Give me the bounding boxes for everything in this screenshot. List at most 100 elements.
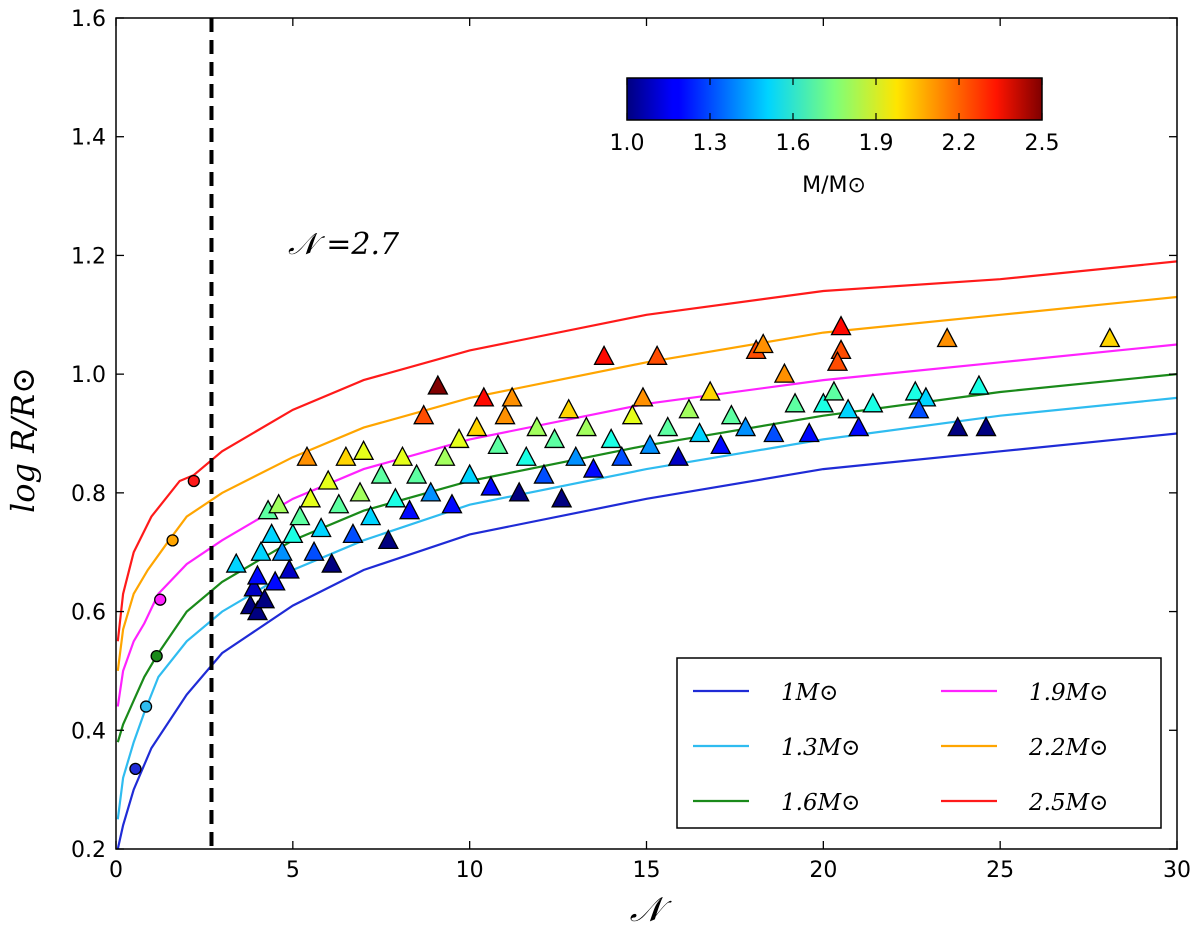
data-point [420,481,442,502]
data-point [384,487,406,508]
curve-marker-1 [129,762,142,776]
data-point [600,428,622,449]
y-tick-label: 0.4 [71,719,106,744]
data-point [904,380,926,401]
y-tick-label: 1.4 [71,126,106,151]
data-point [812,392,834,413]
data-point [862,392,884,413]
legend-entries: 1M⊙ 1.3M⊙ 1.6M⊙ 1.9M⊙ 2.2M⊙ 2.5M⊙ [693,680,1108,816]
data-point [494,404,516,425]
data-point [826,350,849,371]
data-point [611,445,633,466]
curve-marker-1.6 [150,649,163,663]
y-tick-label: 1.2 [71,244,106,269]
data-point [466,416,488,437]
data-point [480,475,502,496]
curve-2.5 [116,260,1177,642]
data-point [678,398,700,419]
data-point [317,469,339,490]
data-point [352,439,375,460]
curve-1 [116,432,1177,849]
x-tick-label: 15 [633,858,661,883]
data-point [278,558,300,579]
curve-marker-1.9 [154,593,167,606]
data-point [473,386,495,407]
data-point [646,344,668,365]
y-tick-label: 0.2 [71,838,106,863]
scatter-points [225,315,1121,621]
data-point [487,433,509,455]
data-point [370,463,392,484]
data-point [413,404,435,425]
data-point [915,386,937,407]
data-point [688,422,711,443]
data-point [823,380,845,401]
data-point [391,445,414,466]
data-point [773,362,796,383]
data-point [565,445,587,466]
data-point [459,463,481,484]
data-point [798,422,820,443]
data-point [310,517,332,538]
x-tick-label: 10 [456,858,484,883]
data-point [271,540,293,561]
colorbar-tick-label: 2.5 [1025,131,1060,156]
data-point [734,416,757,437]
data-point [558,398,580,419]
curve-1.6 [116,373,1177,743]
data-point [533,463,555,484]
y-axis-ticks: 0.2 0.4 0.6 0.8 1.0 1.2 1.4 1.6 [71,7,1177,863]
data-point [830,339,852,360]
data-point [282,523,304,544]
legend-label: 1.9M⊙ [1029,680,1108,706]
curve-2.2 [116,295,1177,672]
x-tick-label: 5 [286,858,300,883]
legend: 1M⊙ 1.3M⊙ 1.6M⊙ 1.9M⊙ 2.2M⊙ 2.5M⊙ [676,657,1162,829]
data-point [543,428,566,449]
colorbar-label: M/M⊙ [802,173,866,198]
data-point [1099,327,1121,348]
colorbar-tick-label: 2.2 [942,131,977,156]
data-point [975,416,997,437]
y-axis-label: log R/R⊙ [4,367,42,513]
data-point [250,540,272,561]
colorbar-ticks: 1.0 1.3 1.6 1.9 2.2 2.5 [610,78,1060,156]
data-point [434,445,456,466]
data-point [349,481,371,502]
y-tick-label: 1.0 [71,363,106,388]
data-point [406,463,428,484]
colorbar-tick-label: 1.6 [776,131,811,156]
data-point [848,416,870,437]
data-point [246,564,269,585]
data-point [328,493,350,514]
data-point [639,433,661,455]
data-point [321,552,343,573]
data-point [264,570,286,591]
y-tick-label: 1.6 [71,7,106,32]
data-point [335,445,357,466]
data-point [501,386,523,407]
data-point [299,487,322,508]
data-point [303,540,325,561]
x-axis-ticks: 0 5 10 15 20 25 30 [109,18,1191,883]
data-point [657,416,679,437]
data-point [936,327,958,348]
threshold-annotation: 𝒩 =2.7 [288,227,400,262]
y-tick-label: 0.6 [71,601,106,626]
data-point [398,499,421,520]
data-point [360,505,382,526]
data-point [268,493,290,514]
curve-marker-2.2 [166,534,179,547]
data-point [752,333,774,354]
colorbar-tick-label: 1.3 [693,131,728,156]
data-point [246,600,269,621]
data-point [830,315,852,336]
data-point [508,481,530,502]
data-point [763,422,785,443]
x-tick-label: 30 [1163,858,1191,883]
data-point [575,416,597,437]
data-point [261,523,283,544]
data-point [908,398,930,419]
data-point [837,398,859,419]
